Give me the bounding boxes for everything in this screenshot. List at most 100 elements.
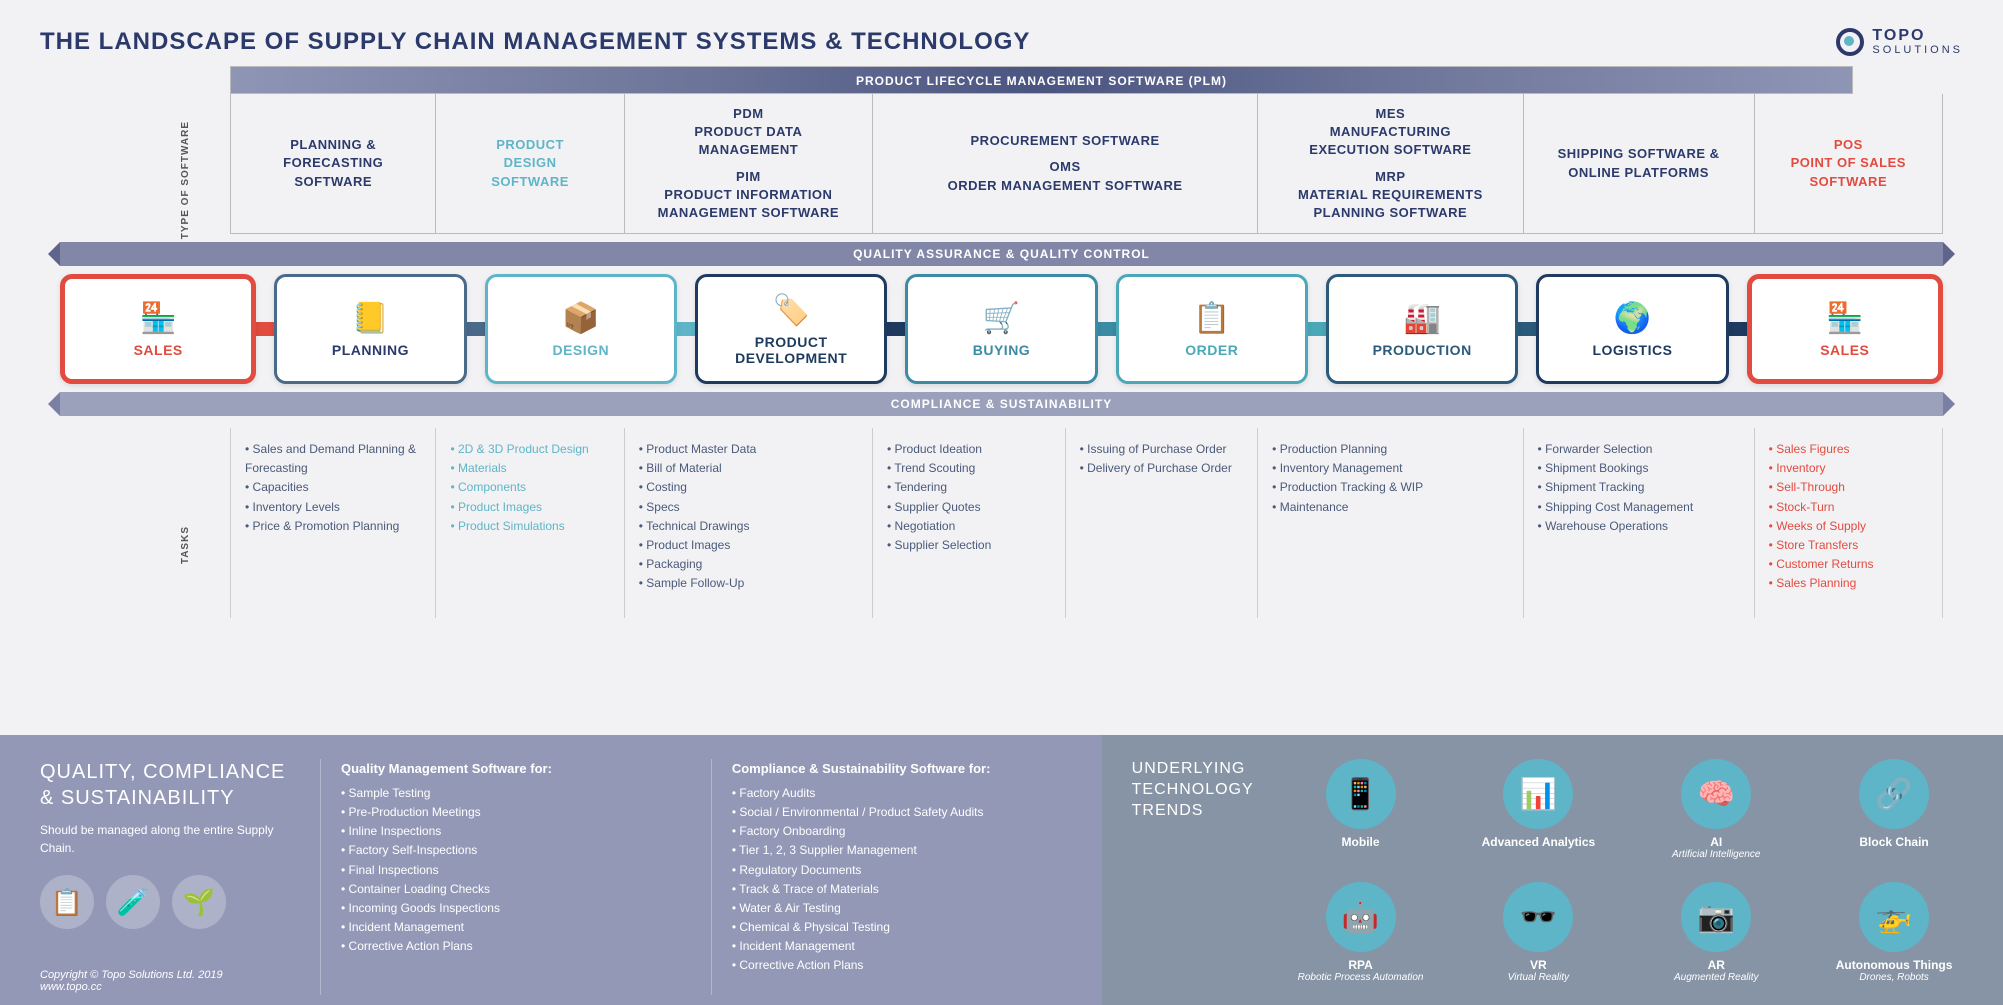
list-item: Container Loading Checks <box>341 880 681 899</box>
qa-bar-top: QUALITY ASSURANCE & QUALITY CONTROL <box>60 242 1943 266</box>
footer-left: QUALITY, COMPLIANCE & SUSTAINABILITY Sho… <box>0 735 1102 1005</box>
task-cell: Production PlanningInventory ManagementP… <box>1258 428 1523 618</box>
trend-sub: Drones, Robots <box>1815 972 1973 983</box>
stage-icon: 🏪 <box>1826 301 1863 336</box>
stage-label: PLANNING <box>332 342 409 358</box>
trend-icon: 📷 <box>1681 882 1751 952</box>
trend-item: 📷 ARAugmented Reality <box>1637 882 1795 995</box>
qcs-icon: 🌱 <box>172 875 226 929</box>
list-item: Chemical & Physical Testing <box>732 918 1072 937</box>
list-item: Incident Management <box>732 937 1072 956</box>
trend-sub: Artificial Intelligence <box>1637 849 1795 860</box>
trend-icon: 📊 <box>1503 759 1573 829</box>
list-item: Corrective Action Plans <box>732 956 1072 975</box>
software-cell: PLANNING &FORECASTINGSOFTWARE <box>231 94 436 234</box>
software-cell: PROCUREMENT SOFTWAREOMSORDER MANAGEMENT … <box>873 94 1258 234</box>
stage-label: PRODUCT DEVELOPMENT <box>698 334 884 366</box>
task-cell: Forwarder SelectionShipment BookingsShip… <box>1524 428 1755 618</box>
list-item: Sample Testing <box>341 784 681 803</box>
list-item: Factory Audits <box>732 784 1072 803</box>
stage-design: 📦 DESIGN <box>485 274 677 384</box>
trend-icon: 🔗 <box>1859 759 1929 829</box>
trend-label: Mobile <box>1282 835 1440 849</box>
task-cell: Issuing of Purchase OrderDelivery of Pur… <box>1066 428 1259 618</box>
trend-icon: 🧠 <box>1681 759 1751 829</box>
software-cell: PDMPRODUCT DATAMANAGEMENTPIMPRODUCT INFO… <box>625 94 873 234</box>
stage-icon: 🏪 <box>139 301 176 336</box>
software-cell: PRODUCTDESIGNSOFTWARE <box>436 94 624 234</box>
stage-product-development: 🏷️ PRODUCT DEVELOPMENT <box>695 274 887 384</box>
connector <box>1308 322 1326 336</box>
list-item: Pre-Production Meetings <box>341 803 681 822</box>
stage-icon: 📋 <box>1193 301 1230 336</box>
trend-sub: Robotic Process Automation <box>1282 972 1440 983</box>
list-item: Water & Air Testing <box>732 899 1072 918</box>
copyright: Copyright © Topo Solutions Ltd. 2019 www… <box>40 969 223 993</box>
list-item: Social / Environmental / Product Safety … <box>732 803 1072 822</box>
trend-label: Block Chain <box>1815 835 1973 849</box>
logo: TOPO SOLUTIONS <box>1836 28 1963 56</box>
list-item: Track & Trace of Materials <box>732 880 1072 899</box>
trends-grid: 📱 Mobile 📊 Advanced Analytics 🧠 AIArtificial … <box>1282 759 1973 995</box>
trend-sub: Virtual Reality <box>1459 972 1617 983</box>
stage-logistics: 🌍LOGISTICS <box>1536 274 1728 384</box>
stage-order: 📋 ORDER <box>1116 274 1308 384</box>
footer: QUALITY, COMPLIANCE & SUSTAINABILITY Sho… <box>0 735 2003 1005</box>
trends-title: UNDERLYING TECHNOLOGY TRENDS <box>1132 759 1262 995</box>
trend-icon: 📱 <box>1326 759 1396 829</box>
trend-label: AR <box>1637 958 1795 972</box>
trend-item: 📱 Mobile <box>1282 759 1440 872</box>
connector <box>677 322 695 336</box>
connector <box>467 322 485 336</box>
trend-item: 🕶️ VRVirtual Reality <box>1459 882 1617 995</box>
trend-item: 🔗 Block Chain <box>1815 759 1973 872</box>
trend-sub: Augmented Reality <box>1637 972 1795 983</box>
list-item: Factory Self-Inspections <box>341 841 681 860</box>
list-item: Tier 1, 2, 3 Supplier Management <box>732 841 1072 860</box>
connector <box>256 322 274 336</box>
trend-icon: 🚁 <box>1859 882 1929 952</box>
list-title: Quality Management Software for: <box>341 759 681 780</box>
list-item: Factory Onboarding <box>732 822 1072 841</box>
list-item: Corrective Action Plans <box>341 937 681 956</box>
trend-label: VR <box>1459 958 1617 972</box>
qcs-icon: 📋 <box>40 875 94 929</box>
page-title: THE LANDSCAPE OF SUPPLY CHAIN MANAGEMENT… <box>40 28 1030 56</box>
task-cell: 2D & 3D Product DesignMaterialsComponent… <box>436 428 624 618</box>
software-cell: SHIPPING SOFTWARE &ONLINE PLATFORMS <box>1524 94 1755 234</box>
stage-icon: 📦 <box>562 301 599 336</box>
qa-bar-bottom: COMPLIANCE & SUSTAINABILITY <box>60 392 1943 416</box>
stage-label: ORDER <box>1185 342 1238 358</box>
trend-item: 🤖 RPARobotic Process Automation <box>1282 882 1440 995</box>
stage-sales: 🏪SALES <box>1747 274 1943 384</box>
stage-icon: 🏷️ <box>772 293 809 328</box>
qcs-title: QUALITY, COMPLIANCE & SUSTAINABILITY <box>40 759 290 811</box>
header: THE LANDSCAPE OF SUPPLY CHAIN MANAGEMENT… <box>0 0 2003 66</box>
stage-icon: 📒 <box>352 301 389 336</box>
list-item: Regulatory Documents <box>732 861 1072 880</box>
list-item: Incoming Goods Inspections <box>341 899 681 918</box>
list-item: Final Inspections <box>341 861 681 880</box>
trend-label: AI <box>1637 835 1795 849</box>
plm-bar: PRODUCT LIFECYCLE MANAGEMENT SOFTWARE (P… <box>230 66 1853 94</box>
trend-item: 🚁Autonomous ThingsDrones, Robots <box>1815 882 1973 995</box>
list-title: Compliance & Sustainability Software for… <box>732 759 1072 780</box>
stage-label: SALES <box>134 342 183 358</box>
trend-item: 🧠 AIArtificial Intelligence <box>1637 759 1795 872</box>
stage-planning: 📒 PLANNING <box>274 274 466 384</box>
trend-label: RPA <box>1282 958 1440 972</box>
stage-buying: 🛒BUYING <box>905 274 1097 384</box>
trend-icon: 🤖 <box>1326 882 1396 952</box>
stage-label: PRODUCTION <box>1373 342 1472 358</box>
task-cell: Product IdeationTrend ScoutingTenderingS… <box>873 428 1066 618</box>
vlabel-tasks: TASKS <box>180 526 191 564</box>
software-cell: POSPOINT OF SALESSOFTWARE <box>1755 94 1943 234</box>
trend-label: Advanced Analytics <box>1459 835 1617 849</box>
stage-icon: 🛒 <box>983 301 1020 336</box>
connector <box>1098 322 1116 336</box>
stage-label: DESIGN <box>552 342 609 358</box>
trend-icon: 🕶️ <box>1503 882 1573 952</box>
connector <box>887 322 905 336</box>
footer-list-quality: Quality Management Software for: Sample T… <box>320 759 681 995</box>
qcs-sub: Should be managed along the entire Suppl… <box>40 821 290 857</box>
